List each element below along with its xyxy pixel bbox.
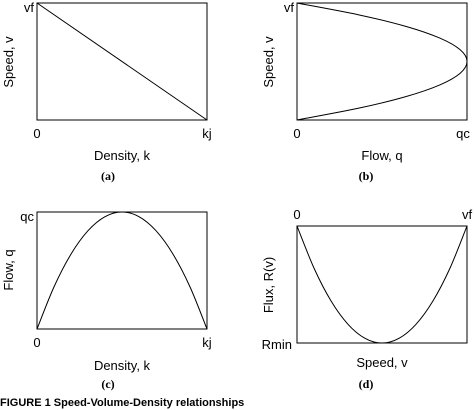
x-tick-label-c-end: kj [202, 335, 212, 350]
x-axis-label-c: Density, k [94, 358, 151, 373]
x-tick-label-b-end: qc [456, 126, 470, 141]
x-tick-label-c-start: 0 [33, 335, 40, 350]
panel-label-d: (d) [359, 377, 374, 391]
y-axis-label-d: Flux, R(v) [261, 257, 276, 313]
plot-frame-c [36, 211, 208, 330]
x-axis-label-b: Flow, q [361, 148, 402, 163]
plot-frame-d [296, 225, 468, 344]
y-tick-label-c: qc [20, 209, 34, 224]
series-line-a [36, 2, 208, 121]
series-line-c [36, 211, 208, 330]
y-axis-label-c: Flow, q [1, 249, 16, 290]
y-tick-label-d: Rmin [262, 337, 292, 352]
panel-label-b: (b) [359, 169, 374, 183]
x-tick-label-a-start: 0 [33, 126, 40, 141]
y-tick-label-b: vf [284, 0, 295, 15]
panel-c: qc 0 kj Density, k Flow, q (c) [1, 209, 212, 391]
series-line-d [296, 225, 468, 344]
x-tick-label-d-end: vf [462, 207, 473, 222]
y-tick-label-a: vf [24, 0, 35, 15]
x-axis-label-a: Density, k [94, 148, 151, 163]
panel-a: vf 0 kj Density, k Speed, v (a) [1, 0, 212, 183]
series-line-b [296, 2, 468, 121]
panel-b: vf 0 qc Flow, q Speed, v (b) [261, 0, 470, 183]
panel-label-c: (c) [101, 377, 114, 391]
x-tick-label-d-start: 0 [293, 207, 300, 222]
x-tick-label-b-start: 0 [293, 126, 300, 141]
y-axis-label-a: Speed, v [1, 36, 16, 88]
y-axis-label-b: Speed, v [261, 36, 276, 88]
figure-caption: FIGURE 1 Speed-Volume-Density relationsh… [0, 397, 244, 409]
x-axis-label-d: Speed, v [356, 355, 408, 370]
panel-d: 0 vf Rmin Speed, v Flux, R(v) (d) [261, 207, 472, 391]
x-tick-label-a-end: kj [202, 126, 212, 141]
plot-frame-a [36, 2, 208, 121]
panel-label-a: (a) [101, 169, 115, 183]
